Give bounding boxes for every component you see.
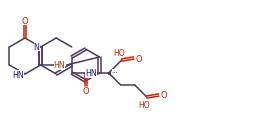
Text: O: O <box>135 54 142 63</box>
Text: O: O <box>22 16 28 25</box>
Text: O: O <box>82 87 89 96</box>
Text: O: O <box>160 91 167 100</box>
Text: N: N <box>34 42 39 51</box>
Text: HO: HO <box>138 101 150 110</box>
Text: HO: HO <box>113 48 125 57</box>
Text: HN: HN <box>12 70 24 79</box>
Text: HN: HN <box>85 69 97 78</box>
Text: ···: ··· <box>112 69 118 75</box>
Text: HN: HN <box>54 61 65 70</box>
